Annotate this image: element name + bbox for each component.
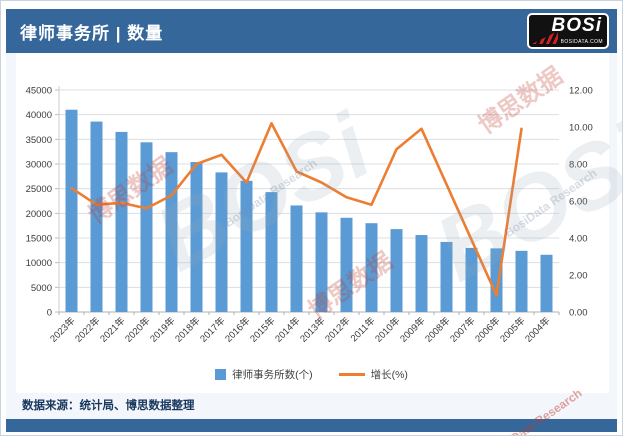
x-axis-label: 2022年: [72, 314, 103, 345]
bar: [115, 131, 128, 312]
x-axis-label: 2016年: [222, 314, 253, 345]
bar: [265, 192, 278, 312]
bar: [190, 162, 203, 312]
right-axis-label: 8.00: [569, 160, 588, 171]
footer-bar: [6, 419, 617, 432]
bar: [340, 217, 353, 312]
legend-label-line-series: 增长(%): [370, 369, 408, 381]
bar: [290, 205, 303, 312]
bar: [440, 241, 453, 312]
bar: [415, 235, 428, 312]
bar: [390, 229, 403, 312]
legend-item-line-series: 增长(%): [338, 367, 408, 382]
x-axis-label: 2013年: [297, 314, 328, 345]
x-axis-label: 2017年: [197, 314, 228, 345]
left-axis-label: 35000: [26, 135, 52, 146]
x-axis-label: 2012年: [322, 314, 353, 345]
plot-background: [16, 53, 609, 393]
right-axis-label: 6.00: [569, 197, 588, 208]
bar: [90, 121, 103, 312]
x-axis-label: 2020年: [122, 314, 153, 345]
bar: [165, 152, 178, 312]
bar: [465, 247, 478, 312]
x-axis-label: 2019年: [147, 314, 178, 345]
x-axis-label: 2004年: [522, 314, 553, 345]
left-axis-label: 5000: [31, 283, 52, 294]
legend-item-bar-series: 律师事务所数(个): [215, 367, 313, 382]
bar: [365, 223, 378, 312]
x-axis-label: 2010年: [372, 314, 403, 345]
left-axis-label: 15000: [26, 234, 52, 245]
logo-domain: BOSIDATA.COM: [560, 39, 603, 45]
x-axis-label: 2007年: [447, 314, 478, 345]
x-axis-label: 2008年: [422, 314, 453, 345]
bar: [215, 172, 228, 312]
logo-text: BOSi: [551, 15, 602, 36]
right-axis-label: 0.00: [569, 308, 588, 319]
chart-legend: 律师事务所数(个) 增长(%): [6, 367, 617, 382]
bar: [140, 142, 153, 312]
x-axis-label: 2011年: [348, 314, 378, 344]
combo-chart: 0 5000 10000 15000 20000 25000 30000 35000 40000…: [26, 86, 593, 345]
bar: [315, 212, 328, 312]
left-axis-label: 25000: [26, 184, 52, 195]
bar: [240, 180, 253, 312]
header: 律师事务所 | 数量 BOSi BOSIDATA.COM: [6, 9, 617, 53]
x-axis-label: 2021年: [97, 314, 128, 345]
bosi-logo: BOSi BOSIDATA.COM: [527, 13, 609, 49]
x-axis-label: 2018年: [172, 314, 203, 345]
legend-label-bar-series: 律师事务所数(个): [232, 369, 313, 381]
x-axis-label: 2009年: [397, 314, 428, 345]
left-axis-label: 40000: [26, 110, 52, 121]
left-axis-label: 45000: [26, 86, 52, 97]
page-title: 律师事务所 | 数量: [20, 23, 164, 43]
x-axis-label: 2023年: [47, 314, 78, 345]
left-axis-label: 30000: [26, 160, 52, 171]
right-axis-label: 10.00: [569, 123, 593, 134]
source-note: 数据来源：统计局、博思数据整理: [22, 400, 195, 412]
left-axis-label: 0: [47, 308, 52, 319]
x-axis-label: 2006年: [472, 314, 503, 345]
left-axis-label: 10000: [26, 258, 52, 269]
growth-line: [70, 122, 523, 297]
right-axis-label: 4.00: [569, 234, 588, 245]
chart-panel: 0 5000 10000 15000 20000 25000 30000 35000 40000…: [6, 53, 617, 419]
x-axis-label: 2015年: [247, 314, 278, 345]
right-axis-label: 12.00: [569, 86, 593, 97]
right-axis-label: 2.00: [569, 271, 588, 282]
bar: [65, 109, 78, 312]
left-axis-label: 20000: [26, 209, 52, 220]
bar: [515, 250, 528, 312]
bar: [540, 254, 553, 312]
x-axis-label: 2005年: [497, 314, 528, 345]
bar-series-swatch-icon: [215, 369, 227, 380]
line-series-swatch-icon: [338, 373, 365, 376]
x-axis-label: 2014年: [272, 314, 303, 345]
bar: [490, 248, 503, 312]
